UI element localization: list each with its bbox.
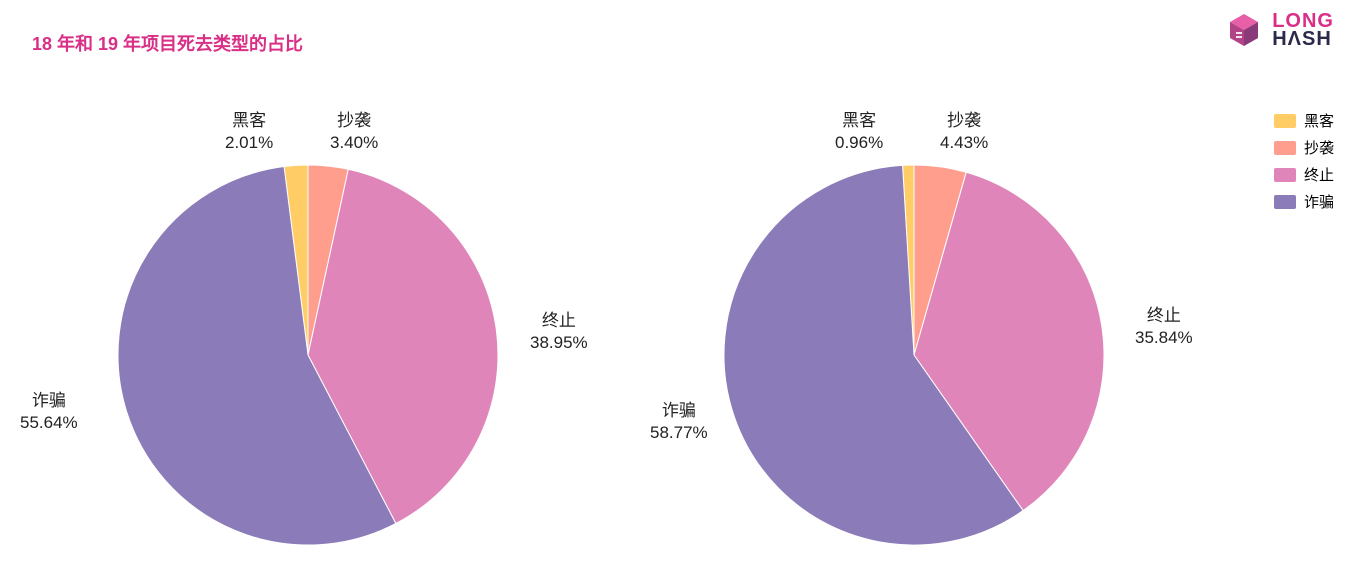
slice-label: 终止35.84% — [1135, 305, 1193, 349]
slice-label: 黑客0.96% — [835, 110, 883, 154]
slice-label: 诈骗58.77% — [650, 400, 708, 444]
pie-canvas — [0, 0, 1366, 586]
slice-label: 抄袭3.40% — [330, 110, 378, 154]
slice-label: 抄袭4.43% — [940, 110, 988, 154]
slice-label: 黑客2.01% — [225, 110, 273, 154]
slice-label: 终止38.95% — [530, 310, 588, 354]
slice-label: 诈骗55.64% — [20, 390, 78, 434]
